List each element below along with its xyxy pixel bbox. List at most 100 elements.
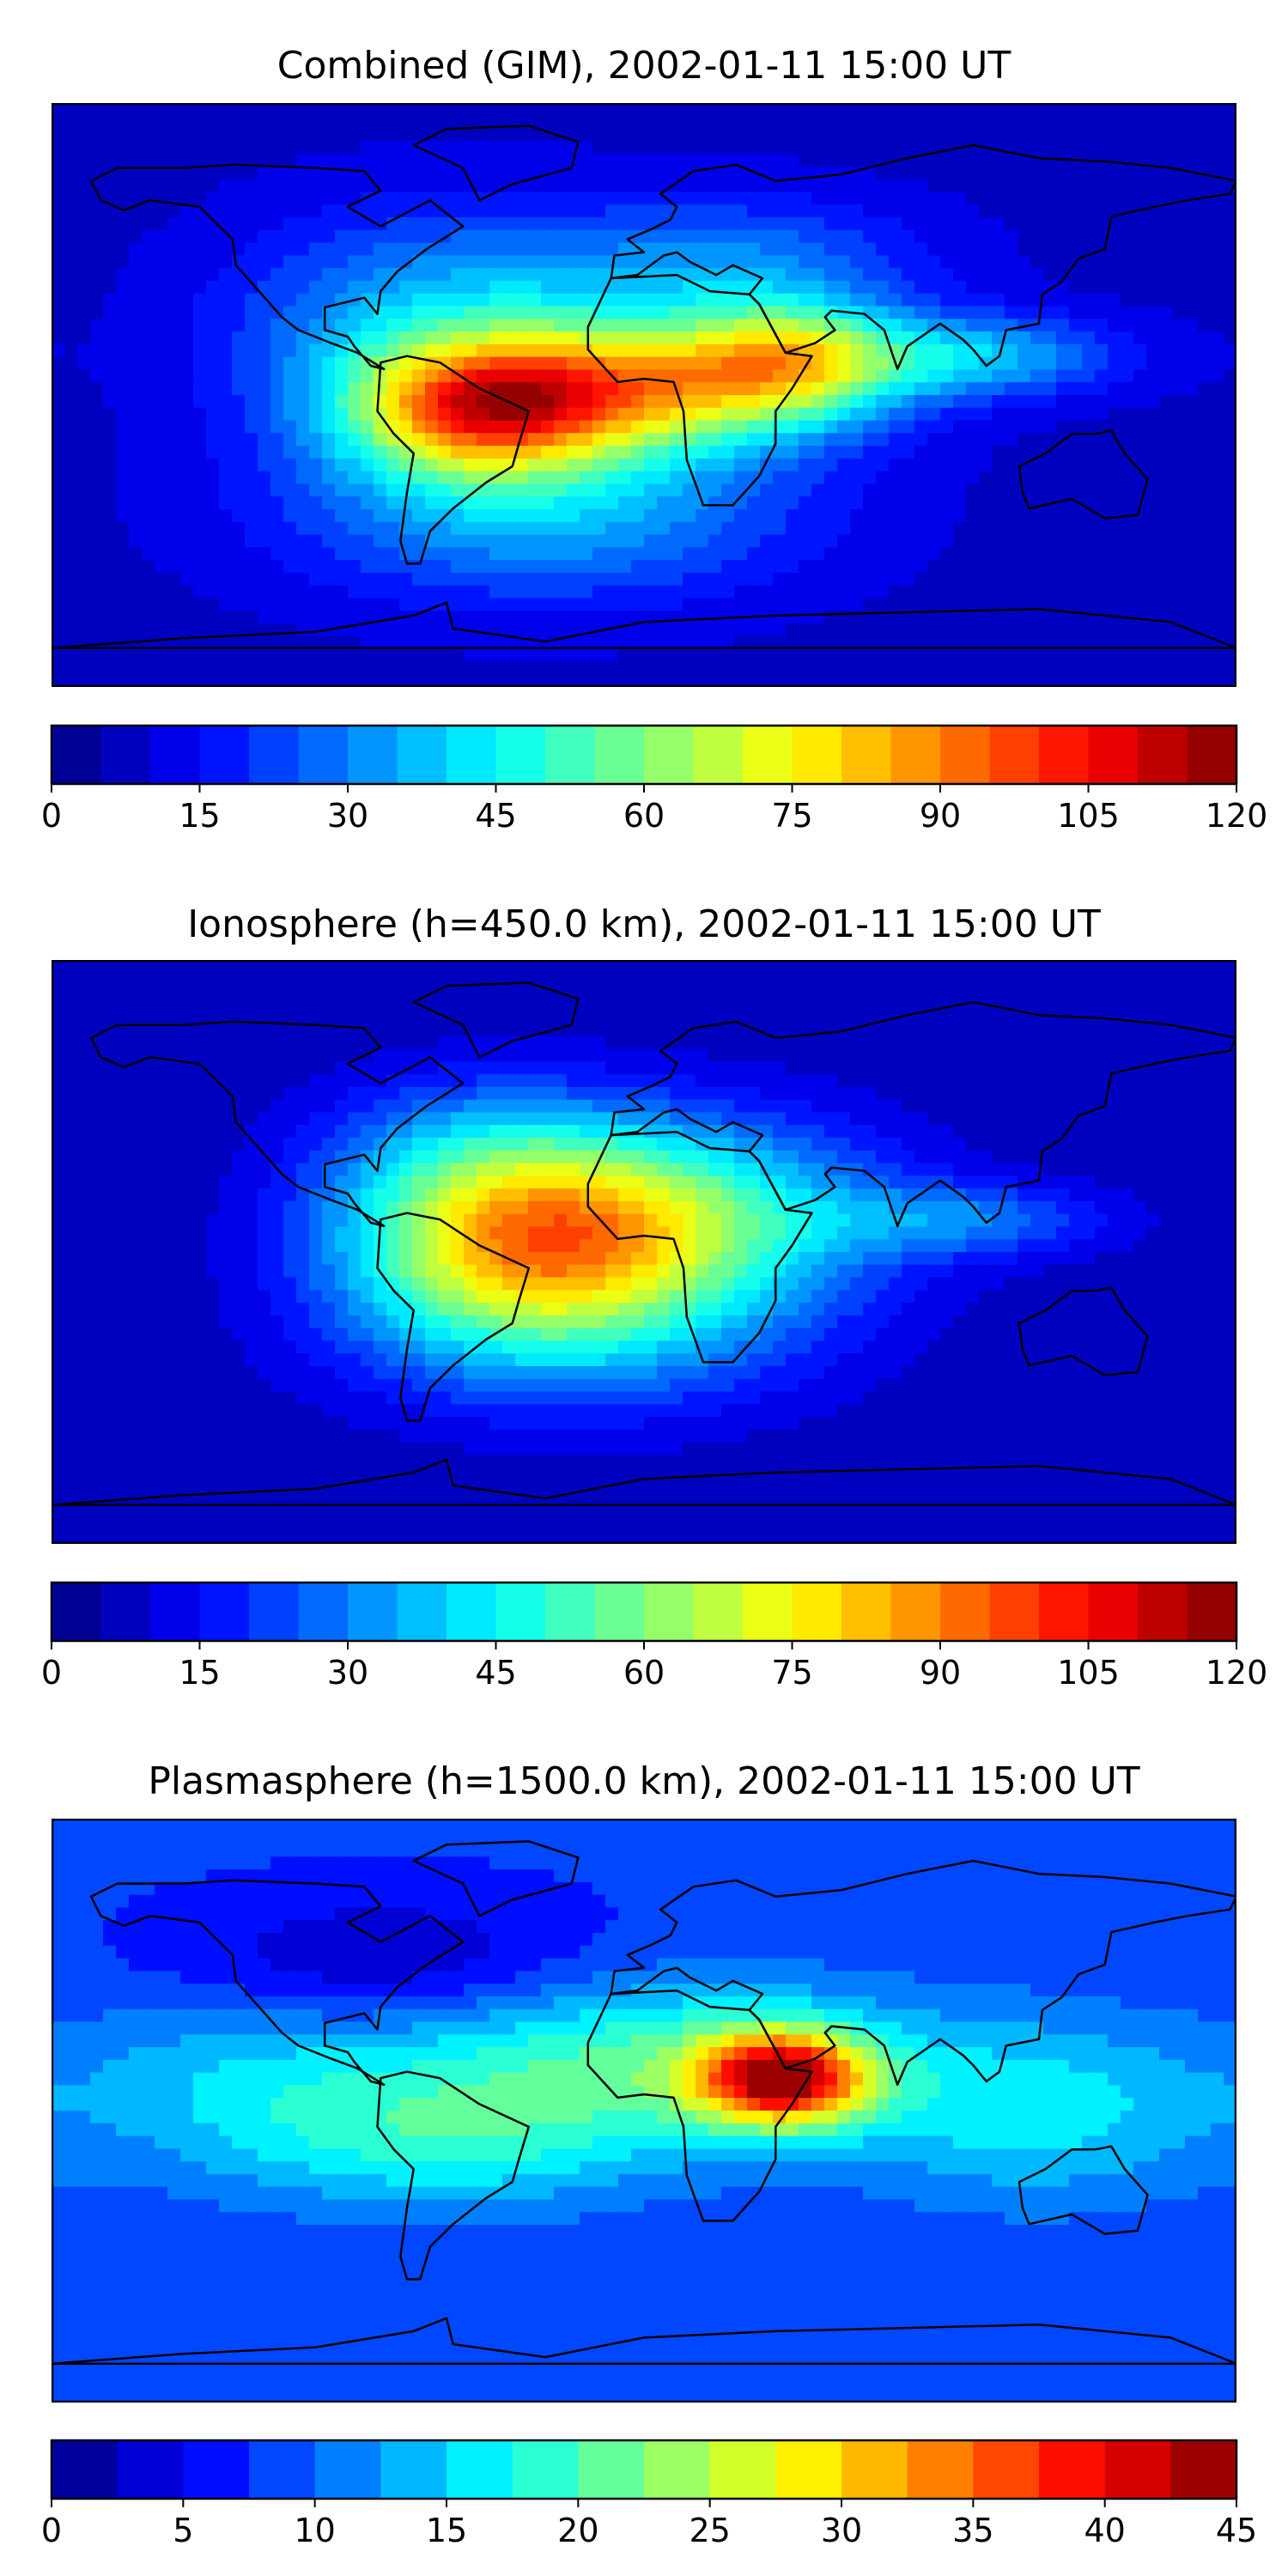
colorbar-frame	[50, 2439, 1238, 2500]
colorbar-segment	[940, 726, 990, 784]
coastline-1	[376, 355, 531, 565]
colorbar-segment	[199, 1583, 250, 1641]
colorbar-tick-label: 90	[920, 1654, 961, 1692]
coastline-5	[412, 981, 580, 1059]
colorbar-tick-label: 30	[327, 1654, 368, 1692]
colorbar-segment	[1170, 2440, 1237, 2499]
panel-title-plasmasphere: Plasmasphere (h=1500.0 km), 2002-01-11 1…	[148, 1759, 1140, 1803]
colorbar-segment	[1039, 2440, 1106, 2499]
colorbar-segment	[1138, 1583, 1188, 1641]
panel-title-ionosphere: Ionosphere (h=450.0 km), 2002-01-11 15:0…	[187, 902, 1101, 946]
colorbar-tick-label: 90	[920, 797, 961, 835]
colorbar-segment	[644, 726, 694, 784]
colorbar-segment	[1187, 1583, 1237, 1641]
colorbar-tick-label: 0	[41, 797, 62, 835]
colorbar-segment	[52, 726, 101, 784]
colorbar-segment	[52, 1583, 101, 1641]
map-field-cells	[52, 960, 1236, 1544]
colorbar-tick-label: 0	[41, 2512, 62, 2549]
map-frame	[52, 1819, 1236, 2403]
colorbar-tick-label: 20	[557, 2512, 598, 2549]
colorbar-segment	[447, 1583, 496, 1641]
coastline-3	[610, 1000, 1236, 1228]
colorbar-tick-label: 15	[179, 1654, 220, 1692]
colorbar-segment	[1104, 2440, 1171, 2499]
colorbar-segment	[447, 2440, 513, 2499]
colorbar-segment	[249, 2440, 316, 2499]
colorbar-segment	[989, 1583, 1040, 1641]
coastline-5	[412, 125, 580, 202]
colorbar-segment	[1039, 726, 1089, 784]
coastline-0	[89, 1879, 465, 2087]
coastline-3	[610, 143, 1236, 371]
colorbar-segment	[512, 2440, 579, 2499]
colorbar-tick-label: 60	[623, 797, 665, 835]
map-frame	[52, 103, 1236, 687]
colorbar-segment	[183, 2440, 250, 2499]
colorbar-tick-label: 5	[173, 2512, 193, 2549]
colorbar-segment	[348, 726, 398, 784]
map-plasmasphere	[52, 1819, 1236, 2403]
colorbar-segment	[940, 1583, 990, 1641]
colorbar-tick-label: 15	[426, 2512, 467, 2549]
colorbar-segment	[1187, 726, 1237, 784]
colorbar-segment	[447, 726, 496, 784]
colorbar-segment	[594, 1583, 645, 1641]
map-ionosphere	[52, 960, 1236, 1544]
colorbar-tick-label: 75	[771, 1654, 812, 1692]
coastline-1	[376, 1212, 531, 1422]
colorbar-tick-label: 15	[179, 797, 220, 835]
map-field-cells	[52, 1819, 1236, 2403]
colorbar-tick-label: 25	[689, 2512, 730, 2549]
colorbar-segment	[973, 2440, 1040, 2499]
colorbar-segment	[693, 1583, 744, 1641]
colorbar-tick-label: 35	[952, 2512, 993, 2549]
colorbar-segment	[100, 1583, 151, 1641]
colorbar-segment	[989, 726, 1040, 784]
colorbar-tick-label: 105	[1057, 797, 1120, 835]
coastline-4	[1018, 2145, 1149, 2235]
colorbar-segment	[644, 2440, 711, 2499]
colorbar-tick-label: 0	[41, 1654, 62, 1692]
colorbar-segment	[495, 726, 546, 784]
colorbar-segment	[150, 726, 200, 784]
colorbar-segment	[841, 726, 891, 784]
colorbar-tick-label: 45	[475, 797, 516, 835]
coastline-4	[1018, 1286, 1149, 1376]
colorbar-segment	[249, 1583, 299, 1641]
colorbar-segment	[100, 726, 151, 784]
colorbar-tick-label: 60	[623, 1654, 665, 1692]
colorbar-segment	[1138, 726, 1188, 784]
colorbar-tick-label: 75	[771, 797, 812, 835]
coastline-5	[412, 1840, 580, 1917]
colorbar-segment	[397, 1583, 447, 1641]
coastlines	[52, 1840, 1236, 2365]
coastline-6	[52, 2317, 1236, 2365]
coastlines	[52, 981, 1236, 1506]
colorbar-segment	[693, 726, 744, 784]
colorbar-segment	[298, 726, 349, 784]
panel-title-combined: Combined (GIM), 2002-01-11 15:00 UT	[276, 44, 1012, 88]
coastline-1	[376, 2070, 531, 2281]
colorbar-segment	[644, 1583, 694, 1641]
coastline-0	[89, 163, 465, 371]
colorbar-segment	[841, 2440, 908, 2499]
colorbar-tick-label: 10	[294, 2512, 335, 2549]
colorbar-segment	[841, 1583, 891, 1641]
colorbar-ionosphere: 0 15 30 45 60 75 90 105 120	[41, 1581, 1267, 1692]
map-field-cells	[52, 103, 1236, 687]
map-frame	[52, 960, 1236, 1544]
colorbar-segment	[743, 726, 793, 784]
colorbar-segment	[545, 1583, 595, 1641]
coastline-6	[52, 601, 1236, 649]
colorbar-tick-label: 105	[1057, 1654, 1120, 1692]
colorbar-segment	[775, 2440, 842, 2499]
coastline-4	[1018, 429, 1149, 519]
colorbar-segment	[348, 1583, 398, 1641]
coastline-0	[89, 1020, 465, 1228]
colorbar-segment	[298, 1583, 349, 1641]
colorbar-segment	[890, 726, 941, 784]
colorbar-tick-label: 30	[327, 797, 368, 835]
colorbar-segment	[1088, 1583, 1139, 1641]
colorbar-tick-label: 40	[1084, 2512, 1125, 2549]
